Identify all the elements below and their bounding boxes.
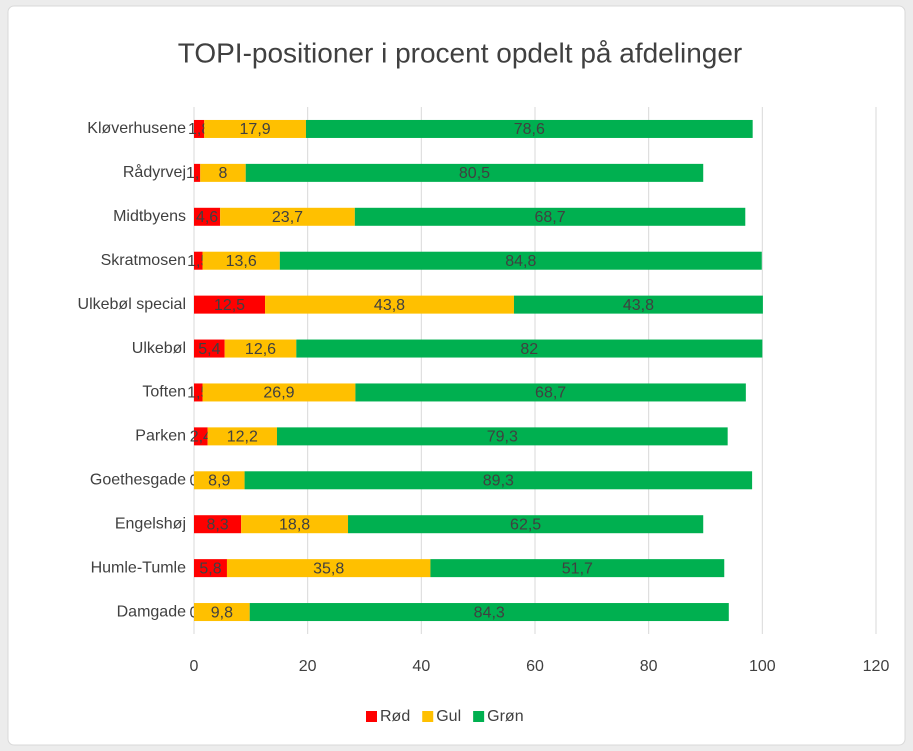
x-tick-label: 80 [640, 658, 658, 675]
legend-label: Gul [436, 708, 461, 725]
bar-segment [430, 559, 725, 578]
y-tick-label: Rådyrvej [123, 163, 186, 181]
legend-swatch [422, 711, 434, 722]
y-tick-label: Ulkebøl [132, 340, 186, 357]
y-tick-label: Goethesgade [90, 472, 186, 489]
data-label: 23,7 [272, 209, 303, 226]
data-label: 12,6 [245, 341, 276, 358]
bar-segment [202, 251, 280, 270]
bar-segment [249, 603, 729, 622]
legend-label: Rød [380, 708, 410, 725]
bar-segment [241, 515, 349, 534]
bar-segment [204, 119, 306, 138]
x-tick-label: 100 [749, 658, 776, 675]
x-tick-label: 60 [526, 658, 544, 675]
bar-segment [244, 471, 753, 490]
bar-segment [194, 207, 221, 226]
data-label: 26,9 [263, 385, 294, 402]
chart-title: TOPI-positioner i procent opdelt på afde… [178, 37, 742, 68]
data-label: 12,2 [227, 429, 258, 446]
y-tick-label: Midtbyens [113, 208, 186, 225]
bar-segment [194, 603, 250, 622]
y-tick-label: Skratmosen [101, 252, 186, 269]
data-label: 9,8 [211, 604, 233, 621]
chart-panel [7, 5, 906, 746]
data-label: 84,8 [505, 253, 536, 270]
bar-segment [207, 427, 277, 446]
data-label: 2,4 [190, 429, 212, 446]
data-label: 43,8 [374, 297, 405, 314]
bar-segment [194, 119, 205, 138]
legend-swatch [366, 711, 377, 722]
bar-segment [226, 559, 431, 578]
data-label: 80,5 [459, 165, 490, 182]
y-tick-label: Kløverhusene [87, 120, 186, 137]
bar-segment [265, 295, 514, 314]
y-tick-label: Ulkebøl special [78, 296, 186, 313]
y-tick-label: Damgade [117, 603, 186, 620]
bar-segment [513, 295, 763, 314]
bar-segment [194, 515, 242, 534]
bar-segment [194, 559, 227, 578]
data-label: 35,8 [313, 560, 344, 577]
legend-label: Grøn [487, 708, 523, 725]
bar-segment [194, 339, 225, 358]
bar-segment [279, 251, 762, 270]
data-label: 17,9 [240, 121, 271, 138]
bar-segment [194, 163, 201, 182]
bar-segment [276, 427, 728, 446]
data-label: 68,7 [535, 385, 566, 402]
bar-segment [194, 427, 208, 446]
data-label: 89,3 [483, 473, 514, 490]
data-label: 82 [520, 341, 538, 358]
bar-segment [194, 251, 203, 270]
data-label: 5,4 [198, 341, 220, 358]
bar-segment [194, 471, 245, 490]
data-label: 12,5 [214, 297, 245, 314]
data-label: 8,3 [206, 516, 228, 533]
bar-segment [305, 119, 753, 138]
x-tick-label: 20 [299, 658, 317, 675]
bar-segment [202, 383, 356, 402]
legend-swatch [473, 711, 485, 722]
bar-segment [355, 383, 746, 402]
data-label: 84,3 [474, 604, 505, 621]
bar-segment [354, 207, 746, 226]
bar-segment [348, 515, 704, 534]
data-label: 68,7 [534, 209, 565, 226]
bar-segment [194, 383, 203, 402]
data-label: 43,8 [623, 297, 654, 314]
y-tick-label: Toften [142, 384, 186, 401]
data-label: 4,6 [196, 209, 218, 226]
y-tick-label: Humle-Tumle [91, 559, 187, 576]
y-tick-label: Parken [135, 428, 186, 445]
bar-segment [200, 163, 246, 182]
data-label: 5,8 [199, 560, 221, 577]
data-label: 62,5 [510, 516, 541, 533]
data-label: 51,7 [562, 560, 593, 577]
data-label: 18,8 [279, 516, 310, 533]
bar-segment [194, 295, 266, 314]
bar-segment [220, 207, 355, 226]
bar-segment [296, 339, 763, 358]
data-label: 78,6 [514, 121, 545, 138]
y-tick-label: Engelshøj [115, 515, 186, 532]
bar-segment [224, 339, 297, 358]
x-tick-label: 120 [863, 658, 890, 675]
x-tick-label: 40 [412, 658, 430, 675]
data-label: 79,3 [487, 429, 518, 446]
bar-segment [245, 163, 704, 182]
data-label: 13,6 [226, 253, 257, 270]
data-label: 8 [219, 165, 228, 182]
x-tick-label: 0 [190, 658, 199, 675]
data-label: 8,9 [208, 473, 230, 490]
